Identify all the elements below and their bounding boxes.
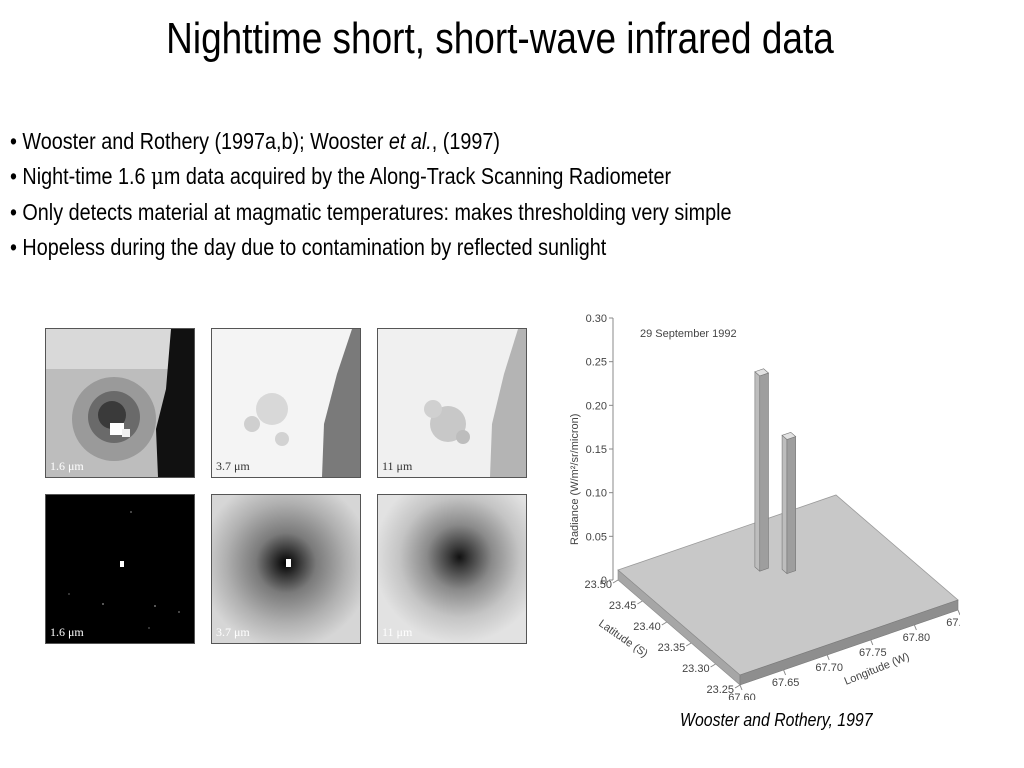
y-tick-label: 0.10 <box>586 488 607 500</box>
satellite-image <box>46 329 194 477</box>
satellite-image <box>378 329 526 477</box>
longitude-tick-label: 67.70 <box>815 662 843 674</box>
bullet-item: • Night-time 1.6 μm data acquired by the… <box>10 163 672 190</box>
y-tick-label: 0.20 <box>586 400 607 412</box>
radiance-3d-chart: 0 0.05 0.10 0.15 0.20 0.25 0.30 29 September 1… <box>569 313 960 700</box>
latitude-tick-label: 23.45 <box>609 600 637 612</box>
image-panel-3-7um-processed: 3.7 μm <box>211 494 361 644</box>
wavelength-label: 11 μm <box>382 625 413 639</box>
satellite-image <box>378 495 526 643</box>
longitude-tick-label: 67.75 <box>859 647 887 659</box>
latitude-tick-label: 23.30 <box>682 663 710 675</box>
latitude-tick-label: 23.50 <box>584 579 612 591</box>
image-panel-11um-raw: 11 μm <box>377 328 527 478</box>
satellite-image <box>212 495 360 643</box>
latitude-tick-label: 23.25 <box>706 684 734 696</box>
y-axis: 0 0.05 0.10 0.15 0.20 0.25 0.30 <box>586 313 614 587</box>
bullet-item: • Hopeless during the day due to contami… <box>10 234 607 260</box>
longitude-tick-label: 67.85 <box>946 617 960 629</box>
longitude-tick-label: 67.80 <box>903 632 931 644</box>
slide-title: Nighttime short, short-wave infrared dat… <box>166 14 834 63</box>
image-panel-11um-processed: 11 μm <box>377 494 527 644</box>
longitude-tick-label: 67.60 <box>728 692 756 700</box>
wavelength-label: 11 μm <box>382 459 413 473</box>
y-tick-label: 0 <box>601 575 607 587</box>
satellite-image <box>46 495 194 643</box>
latitude-tick-label: 23.40 <box>633 621 661 633</box>
chart-title: 29 September 1992 <box>640 328 737 340</box>
bullet-item: • Wooster and Rothery (1997a,b); Wooster… <box>10 128 500 154</box>
bar-group <box>754 368 797 575</box>
y-tick-label: 0.05 <box>586 531 607 543</box>
wavelength-label: 1.6 μm <box>50 625 84 639</box>
y-tick-label: 0.30 <box>586 313 607 325</box>
image-panel-1-6um-processed: 1.6 μm <box>45 494 195 644</box>
bullet-item: • Only detects material at magmatic temp… <box>10 199 732 225</box>
image-panel-1-6um-raw: 1.6 μm <box>45 328 195 478</box>
wavelength-label: 3.7 μm <box>216 459 250 473</box>
citation: Wooster and Rothery, 1997 <box>680 710 873 730</box>
radiance-bar <box>781 431 797 575</box>
longitude-ticks: 67.60 67.65 67.70 67.75 67.80 67.85 <box>728 609 960 700</box>
radiance-bar <box>754 368 770 572</box>
wavelength-label: 3.7 μm <box>216 625 250 639</box>
longitude-tick-label: 67.65 <box>772 677 800 689</box>
wavelength-label: 1.6 μm <box>50 459 84 473</box>
bullet-list: • Wooster and Rothery (1997a,b); Wooster… <box>10 124 870 265</box>
image-panel-3-7um-raw: 3.7 μm <box>211 328 361 478</box>
latitude-tick-label: 23.35 <box>658 642 686 654</box>
base-surface <box>617 494 959 686</box>
y-tick-label: 0.15 <box>586 444 607 456</box>
y-tick-label: 0.25 <box>586 357 607 369</box>
satellite-image <box>212 329 360 477</box>
latitude-ticks: 23.50 23.45 23.40 23.35 23.30 23.25 <box>584 579 741 696</box>
y-axis-label: Radiance (W/m²/sr/micron) <box>569 414 581 545</box>
